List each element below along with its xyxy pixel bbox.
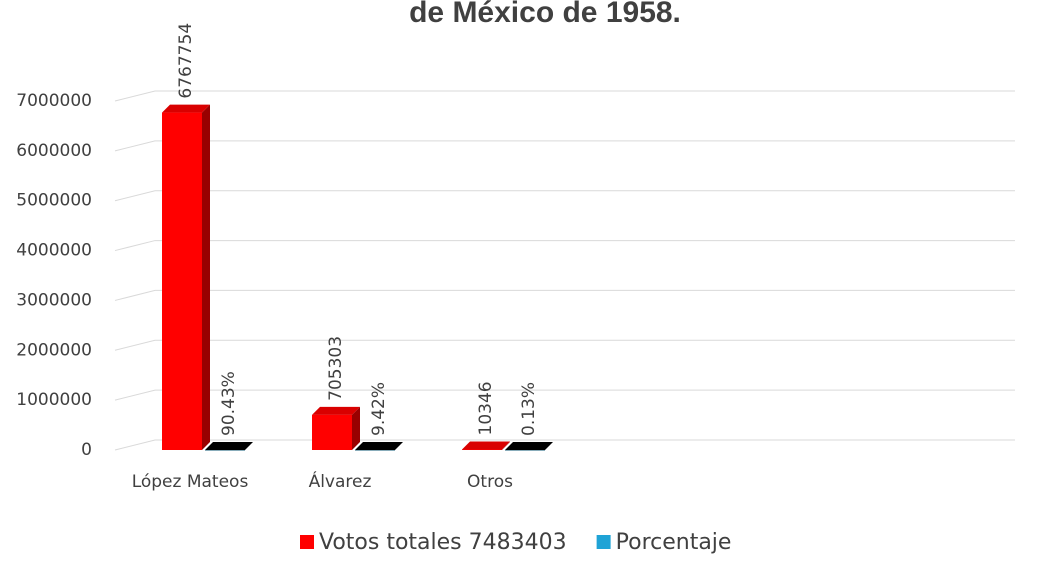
y-tick-label: 7000000 bbox=[16, 91, 92, 111]
grid-line bbox=[114, 190, 1015, 202]
y-tick-label: 5000000 bbox=[16, 191, 92, 211]
data-label: 9.42% bbox=[369, 382, 389, 436]
y-tick-label: 2000000 bbox=[16, 340, 92, 360]
legend-swatch bbox=[300, 535, 314, 549]
bar-side bbox=[352, 406, 360, 450]
legend-label: Votos totales 7483403 bbox=[319, 530, 567, 555]
data-label: 705303 bbox=[326, 336, 346, 401]
bar-top bbox=[505, 442, 553, 450]
y-tick-label: 4000000 bbox=[16, 241, 92, 261]
y-tick-label: 3000000 bbox=[16, 290, 92, 310]
data-label: 6767754 bbox=[176, 23, 196, 99]
bar-side bbox=[395, 441, 403, 450]
legend-swatch bbox=[596, 535, 611, 549]
bar bbox=[505, 450, 545, 451]
x-tick-label: Otros bbox=[467, 472, 513, 492]
bar-side bbox=[245, 441, 253, 450]
y-tick-label: 0 bbox=[81, 440, 92, 460]
bar-top bbox=[462, 441, 510, 450]
data-label: 10346 bbox=[476, 381, 496, 435]
legend-label: Porcentaje bbox=[616, 530, 732, 555]
bar-side bbox=[202, 104, 210, 450]
x-tick-label: Álvarez bbox=[309, 470, 372, 492]
grid-line bbox=[114, 90, 1015, 102]
bar-top bbox=[162, 104, 210, 113]
bar-side bbox=[502, 441, 510, 450]
bar bbox=[205, 449, 245, 451]
grid-line bbox=[114, 140, 1015, 152]
x-tick-label: López Mateos bbox=[132, 472, 249, 492]
grid-line bbox=[114, 339, 1015, 351]
bar-top bbox=[205, 441, 253, 450]
data-label: 0.13% bbox=[519, 382, 539, 436]
bar bbox=[162, 112, 202, 450]
bar-top bbox=[355, 441, 403, 450]
chart-title: de México de 1958. bbox=[409, 0, 681, 29]
grid-line bbox=[114, 289, 1015, 301]
bar bbox=[355, 449, 395, 451]
grid-line bbox=[114, 439, 1015, 451]
grid-line bbox=[114, 240, 1015, 252]
data-label: 90.43% bbox=[219, 371, 239, 436]
y-tick-label: 1000000 bbox=[16, 390, 92, 410]
bar-top bbox=[312, 406, 360, 415]
bar bbox=[312, 414, 352, 450]
bar bbox=[462, 449, 502, 450]
y-tick-label: 6000000 bbox=[16, 141, 92, 161]
grid-line bbox=[114, 389, 1015, 401]
